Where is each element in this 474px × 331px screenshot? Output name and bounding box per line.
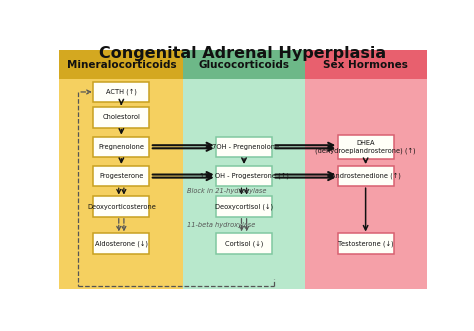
FancyBboxPatch shape <box>93 233 149 254</box>
FancyBboxPatch shape <box>93 197 149 217</box>
Text: Deoxycortisol (↓): Deoxycortisol (↓) <box>215 203 273 210</box>
FancyBboxPatch shape <box>216 233 272 254</box>
Text: Congenital Adrenal Hyperplasia: Congenital Adrenal Hyperplasia <box>100 46 386 61</box>
Bar <box>183 79 305 290</box>
Text: 17α OH - Progesterone (↑): 17α OH - Progesterone (↑) <box>200 173 289 179</box>
FancyBboxPatch shape <box>337 134 394 159</box>
FancyBboxPatch shape <box>93 137 149 157</box>
Text: Block in 21-hydroxylase: Block in 21-hydroxylase <box>187 188 266 194</box>
Text: Mineralocorticoids: Mineralocorticoids <box>66 60 176 70</box>
FancyBboxPatch shape <box>93 82 149 102</box>
FancyBboxPatch shape <box>93 107 149 128</box>
Bar <box>59 79 183 290</box>
Text: ACTH (↑): ACTH (↑) <box>106 89 137 95</box>
Text: 11-beta hydroxylase: 11-beta hydroxylase <box>187 222 255 228</box>
Text: Progesterone: Progesterone <box>99 173 144 179</box>
Text: Testosterone (↓): Testosterone (↓) <box>338 240 393 247</box>
Bar <box>305 50 427 79</box>
Bar <box>183 50 305 79</box>
Text: Deoxycorticosterone: Deoxycorticosterone <box>87 204 156 210</box>
FancyBboxPatch shape <box>216 137 272 157</box>
Text: Androstenedione (↑): Androstenedione (↑) <box>331 173 401 179</box>
Text: Cholestorol: Cholestorol <box>102 115 140 120</box>
FancyBboxPatch shape <box>93 166 149 186</box>
Text: Glucocorticoids: Glucocorticoids <box>199 60 290 70</box>
Text: 17OH - Pregnenolone: 17OH - Pregnenolone <box>209 144 280 150</box>
FancyBboxPatch shape <box>337 233 394 254</box>
Text: Aldosterone (↓): Aldosterone (↓) <box>95 240 148 247</box>
FancyBboxPatch shape <box>216 197 272 217</box>
Bar <box>59 50 183 79</box>
Bar <box>305 79 427 290</box>
FancyBboxPatch shape <box>337 166 394 186</box>
Text: DHEA
(dehydroepiandrosterone) (↑): DHEA (dehydroepiandrosterone) (↑) <box>315 140 416 154</box>
FancyBboxPatch shape <box>216 166 272 186</box>
Text: Sex Hormones: Sex Hormones <box>323 60 408 70</box>
Text: Cortisol (↓): Cortisol (↓) <box>225 240 263 247</box>
Text: Pregnenolone: Pregnenolone <box>98 144 144 150</box>
